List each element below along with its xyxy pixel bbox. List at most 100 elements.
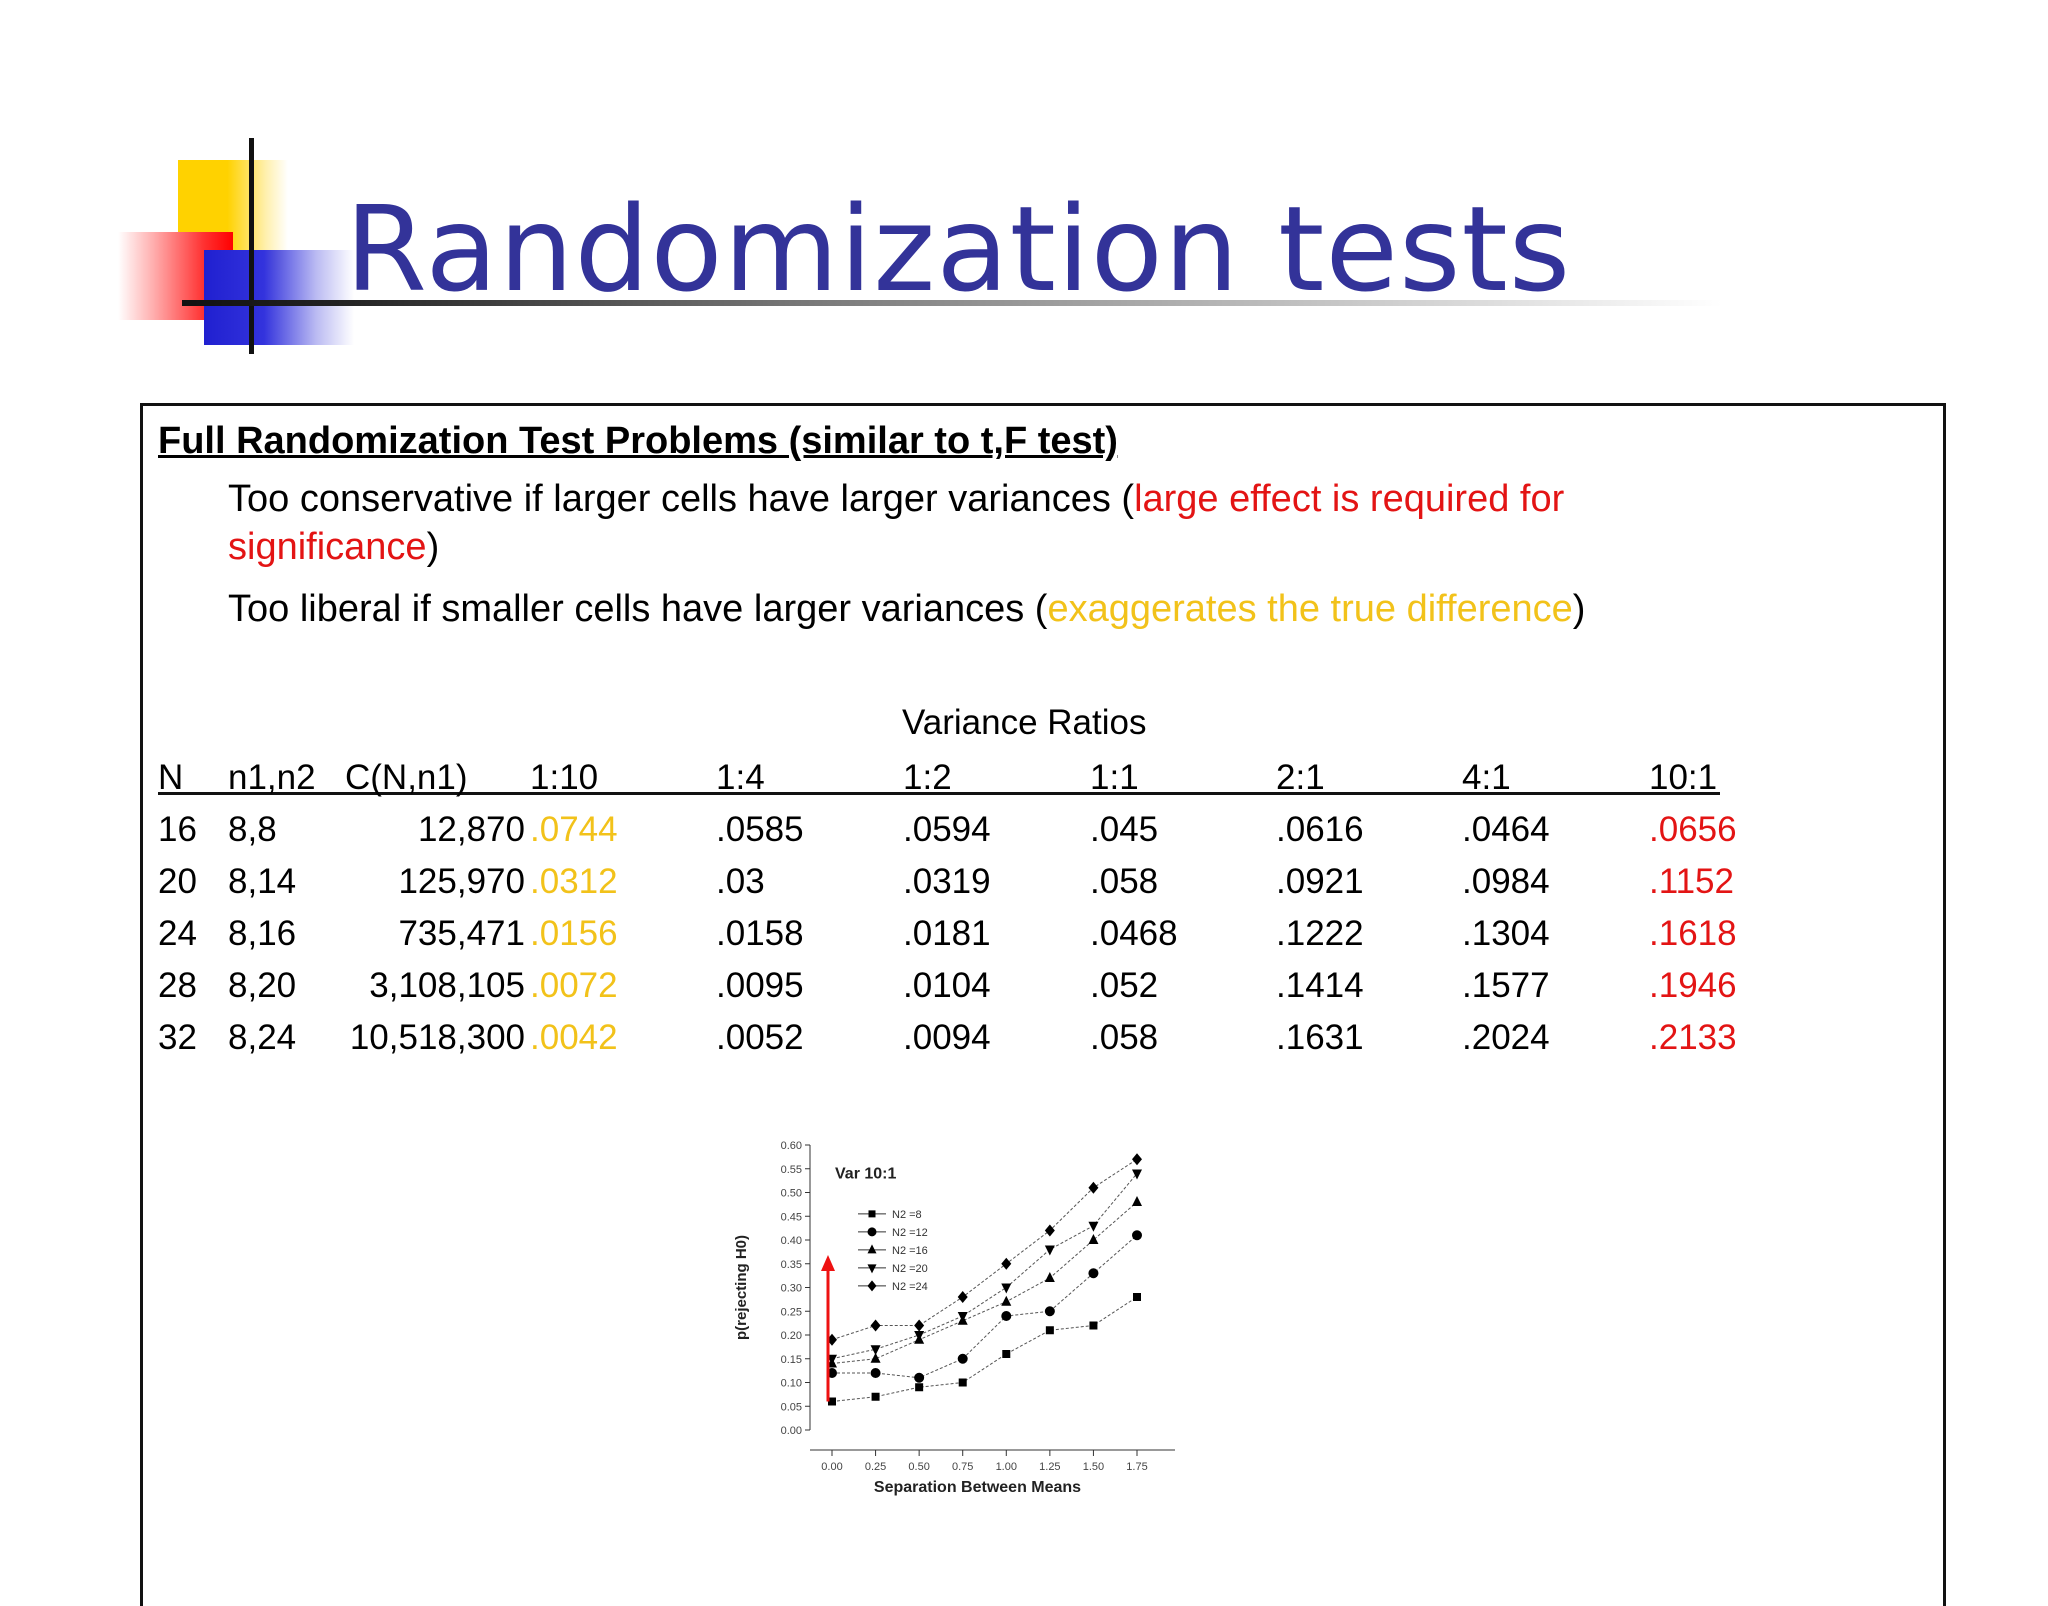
data-point [914,1331,925,1341]
series-line [832,1234,1138,1379]
data-point [868,1210,876,1218]
table-cell: .0042 [530,1018,618,1057]
table-cell: .0072 [530,966,618,1005]
table-cell: .0468 [1090,914,1178,953]
data-point [1133,1293,1141,1301]
data-point [1132,1230,1142,1241]
bullet-liberal-text: Too liberal if smaller cells have larger… [228,588,1048,630]
table-header-cell: N [158,758,184,797]
power-plot: 0.00 0.05 0.10 0.15 0.20 0.25 0.30 0.35 0.40 0.45… [733,1140,1175,1496]
bullet-conservative-text: Too conservative if larger cells have la… [228,478,1135,520]
table-cell: 32 [158,1018,197,1057]
x-tick-label: 0.25 [865,1461,886,1473]
table-header-cell: 10:1 [1649,758,1718,797]
table-cell: .0095 [716,966,804,1005]
table-cell: .0594 [903,810,991,849]
bullet-conservative-highlight: large effect is required for [1134,478,1565,520]
data-point [1044,1224,1055,1237]
table-cell: .2133 [1649,1018,1737,1057]
series-line [831,1201,1138,1364]
series-line [831,1173,1138,1360]
data-point [1001,1257,1012,1270]
data-point [1088,1181,1099,1194]
data-point [914,1372,925,1383]
y-tick-label: 0.55 [781,1164,802,1176]
data-point [870,1368,881,1378]
y-tick-label: 0.60 [781,1140,802,1152]
data-point [1002,1350,1011,1358]
data-point [1088,1268,1099,1279]
data-point [871,1392,880,1401]
table-cell: 125,970 [398,862,525,901]
data-point [1001,1283,1012,1294]
y-tick-label: 0.45 [781,1211,802,1223]
table-header-cell: C(N,n1) [345,758,468,797]
slide-title: Randomization tests [345,180,1572,318]
table-caption: Variance Ratios [902,703,1147,742]
y-tick-label: 0.40 [781,1235,802,1247]
x-tick-label: 0.50 [908,1461,929,1473]
table-header-cell: 1:4 [716,758,765,797]
table-cell: .0156 [530,914,618,953]
y-tick-label: 0.00 [781,1425,802,1437]
y-tick-label: 0.30 [781,1283,802,1295]
data-point [828,1397,836,1406]
y-tick-label: 0.50 [781,1188,802,1200]
table-cell: 8,24 [228,1018,297,1057]
data-point [867,1280,877,1292]
table-cell: .0656 [1649,810,1737,849]
x-tick-label: 0.00 [821,1461,842,1473]
table-cell: .0094 [903,1018,991,1057]
table-cell: .052 [1090,966,1159,1005]
table-cell: .03 [716,862,765,901]
section-heading: Full Randomization Test Problems (simila… [158,420,1118,462]
x-tick-label: 1.50 [1083,1461,1104,1473]
data-point [1044,1272,1055,1282]
content-box [140,403,1946,1606]
series-line [831,1296,1138,1402]
data-point [867,1227,877,1237]
bullet-conservative: Too conservative if larger cells have la… [228,478,1564,521]
table-cell: .0464 [1462,810,1550,849]
data-point [1088,1221,1099,1232]
table-cell: 12,870 [417,810,525,849]
data-point [1044,1245,1055,1256]
table-cell: 735,471 [398,914,525,953]
y-tick-label: 0.35 [781,1259,802,1271]
table-cell: 8,16 [228,914,297,953]
bullet-conservative-highlight-2: significance [228,526,427,568]
legend-label: N2 =12 [892,1227,928,1239]
data-point [1001,1295,1012,1306]
table-cell: .1618 [1649,914,1737,953]
table-cell: .0181 [903,914,991,953]
chart-title: Var 10:1 [835,1166,896,1183]
table-cell: 8,20 [228,966,297,1005]
table-cell: .1152 [1649,862,1734,901]
table-header-cell: 1:10 [530,758,599,797]
bullet-conservative-cont: significance) [228,526,439,569]
table-header-cell: 2:1 [1276,758,1325,797]
data-point [914,1319,925,1332]
x-tick-label: 1.75 [1126,1461,1147,1473]
data-point [1001,1311,1012,1321]
data-point [1089,1321,1098,1330]
data-point [957,1291,968,1303]
y-tick-label: 0.20 [781,1330,802,1342]
data-point [867,1264,877,1274]
table-cell: .0104 [903,966,991,1005]
data-point [1132,1196,1142,1206]
x-tick-label: 0.75 [952,1461,973,1473]
bullet-liberal-close: ) [1572,588,1586,630]
data-point [915,1383,924,1392]
bullet-conservative-close: ) [426,526,440,568]
table-cell: .0616 [1276,810,1364,849]
legend-label: N2 =20 [892,1263,928,1275]
decor-blue-square [204,250,354,345]
table-cell: .1222 [1276,914,1364,953]
x-tick-label: 1.25 [1039,1461,1060,1473]
series-line [831,1158,1138,1341]
data-point [870,1352,881,1363]
table-cell: .1577 [1462,966,1550,1005]
data-point [1044,1306,1055,1317]
table-cell: 8,8 [228,810,277,849]
